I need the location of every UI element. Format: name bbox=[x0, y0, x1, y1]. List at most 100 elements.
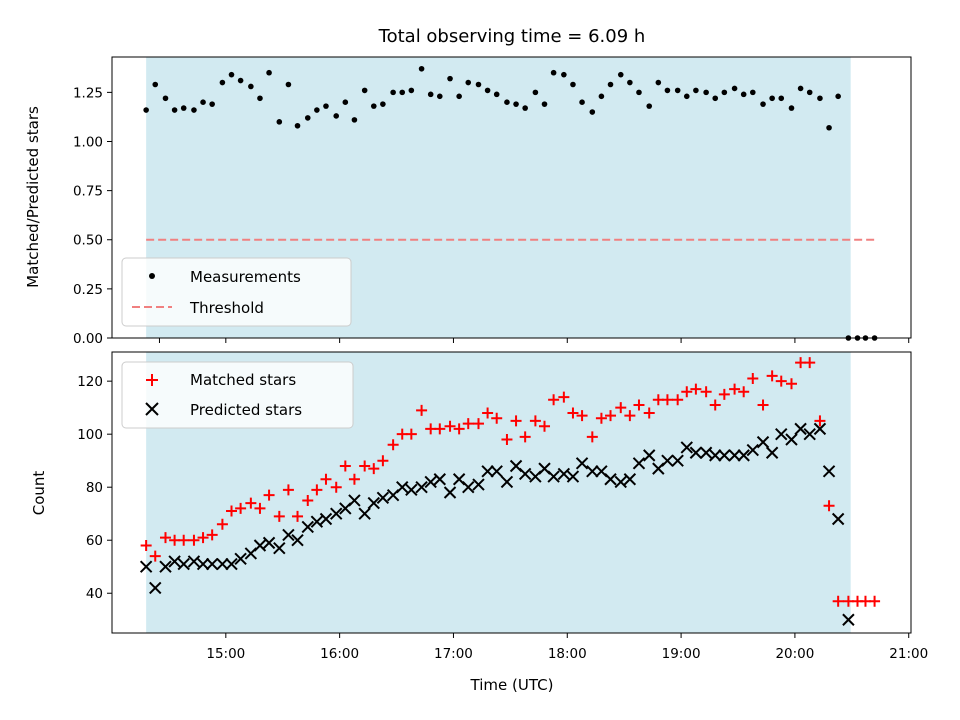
legend-matched-label: Matched stars bbox=[190, 371, 296, 389]
matched-star-point bbox=[605, 410, 617, 422]
measurement-point bbox=[607, 81, 614, 88]
legend-threshold-label: Threshold bbox=[189, 299, 264, 317]
measurement-point bbox=[180, 105, 187, 111]
measurement-point bbox=[314, 107, 320, 113]
matched-star-point bbox=[453, 423, 465, 435]
bottom-y-ticks: 40 60 80 100 120 bbox=[77, 374, 112, 602]
measurement-point bbox=[683, 93, 690, 100]
matched-star-point bbox=[729, 383, 741, 395]
x-tick-label: 19:00 bbox=[662, 646, 701, 662]
matched-star-point bbox=[832, 595, 844, 607]
matched-star-point bbox=[302, 494, 314, 506]
predicted-star-point bbox=[405, 483, 418, 497]
predicted-star-point bbox=[216, 557, 229, 571]
measurement-point bbox=[408, 87, 415, 94]
matched-star-point bbox=[273, 510, 285, 522]
matched-star-point bbox=[434, 423, 446, 435]
measurement-point bbox=[693, 87, 699, 94]
y-tick-label: 100 bbox=[77, 427, 103, 443]
predicted-star-point bbox=[831, 512, 845, 526]
legend-predicted-marker bbox=[145, 402, 159, 416]
predicted-star-point bbox=[689, 446, 703, 459]
predicted-star-point bbox=[205, 557, 219, 571]
predicted-star-point bbox=[566, 470, 580, 483]
predicted-star-point bbox=[575, 457, 589, 470]
top-y-ticks: 0.00 0.25 0.50 0.75 1.00 1.25 bbox=[73, 85, 112, 347]
predicted-star-point bbox=[139, 560, 153, 573]
bottom-axes-frame bbox=[111, 351, 912, 634]
measurement-point bbox=[589, 109, 596, 115]
predicted-star-point bbox=[291, 534, 304, 547]
predicted-star-point bbox=[187, 555, 201, 568]
measurement-point bbox=[200, 99, 206, 105]
predicted-stars-series bbox=[139, 422, 855, 626]
x-tick-label: 18:00 bbox=[548, 646, 587, 662]
predicted-star-point bbox=[376, 491, 390, 505]
measurement-point bbox=[627, 79, 633, 86]
predicted-star-point bbox=[709, 449, 722, 462]
matched-star-point bbox=[348, 473, 360, 485]
predicted-star-point bbox=[614, 475, 627, 489]
bottom-x-axis-label: Time (UTC) bbox=[470, 676, 554, 694]
measurement-point bbox=[276, 119, 283, 125]
legend-measurements-marker bbox=[149, 273, 155, 279]
measurement-point bbox=[294, 122, 301, 129]
measurement-point bbox=[152, 81, 159, 88]
measurement-point bbox=[323, 103, 329, 109]
predicted-star-point bbox=[842, 613, 855, 626]
matched-star-point bbox=[462, 418, 474, 430]
predicted-star-point bbox=[661, 454, 674, 467]
predicted-star-point bbox=[718, 449, 731, 462]
measurement-point bbox=[712, 95, 719, 102]
measurement-point bbox=[456, 93, 462, 100]
matched-star-point bbox=[444, 420, 456, 432]
predicted-star-point bbox=[785, 433, 798, 446]
measurement-point bbox=[561, 71, 567, 78]
matched-star-point bbox=[595, 412, 607, 424]
measurement-point bbox=[465, 79, 472, 86]
measurement-point bbox=[248, 83, 254, 90]
measurement-point bbox=[788, 105, 795, 111]
predicted-star-point bbox=[462, 480, 475, 494]
predicted-star-point bbox=[822, 465, 836, 478]
measurement-point bbox=[778, 95, 785, 102]
matched-star-point bbox=[804, 357, 816, 369]
top-axes-frame bbox=[111, 56, 912, 339]
matched-star-point bbox=[690, 383, 702, 395]
predicted-star-point bbox=[149, 581, 162, 595]
y-tick-label: 0.50 bbox=[73, 233, 103, 249]
bottom-legend-box bbox=[121, 361, 354, 429]
measurement-point bbox=[361, 87, 368, 94]
predicted-star-point bbox=[433, 473, 447, 486]
predicted-star-point bbox=[803, 427, 816, 441]
measurement-point bbox=[237, 77, 244, 84]
predicted-star-point bbox=[415, 480, 428, 494]
measurement-point bbox=[436, 93, 443, 100]
predicted-star-point bbox=[348, 494, 361, 507]
top-title: Total observing time = 6.09 h bbox=[378, 26, 646, 47]
matched-star-point bbox=[482, 407, 494, 419]
measurement-point bbox=[228, 71, 235, 78]
predicted-star-point bbox=[253, 539, 267, 552]
measurement-point bbox=[769, 95, 775, 102]
legend-measurements-label: Measurements bbox=[190, 268, 301, 286]
measurement-point bbox=[219, 79, 226, 86]
measurement-point bbox=[664, 87, 671, 94]
predicted-star-point bbox=[632, 457, 646, 470]
predicted-star-point bbox=[443, 486, 457, 499]
x-tick-label: 16:00 bbox=[320, 646, 359, 662]
matched-star-point bbox=[548, 394, 560, 406]
x-tick-label: 21:00 bbox=[889, 646, 928, 662]
matched-star-point bbox=[377, 455, 389, 467]
measurement-point bbox=[266, 69, 272, 76]
predicted-star-point bbox=[310, 515, 324, 528]
matched-star-point bbox=[359, 460, 371, 472]
matched-star-point bbox=[757, 399, 769, 411]
matched-star-point bbox=[235, 502, 247, 514]
y-tick-label: 0.00 bbox=[73, 331, 103, 347]
measurement-point bbox=[285, 81, 292, 88]
top-legend: Measurements Threshold bbox=[121, 257, 352, 327]
measurement-point bbox=[749, 89, 756, 96]
bottom-x-ticks: 15:00 16:00 17:00 18:00 19:00 20:00 21:00 bbox=[206, 633, 928, 662]
measurement-point bbox=[598, 93, 605, 100]
